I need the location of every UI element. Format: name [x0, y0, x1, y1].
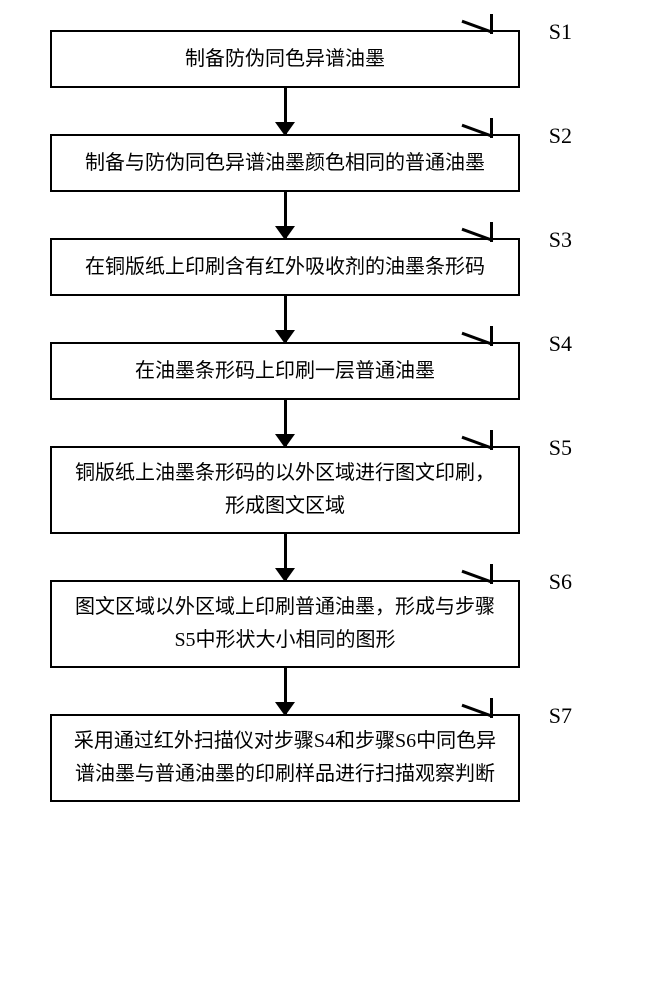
flow-tick	[490, 222, 530, 252]
flow-label-s7: S7	[549, 698, 572, 734]
flow-label-s5: S5	[549, 430, 572, 466]
flow-arrow	[284, 192, 287, 238]
flow-node-s4: 在油墨条形码上印刷一层普通油墨S4	[50, 342, 520, 400]
flow-node-s1: 制备防伪同色异谱油墨S1	[50, 30, 520, 88]
flow-node-text: 制备与防伪同色异谱油墨颜色相同的普通油墨	[85, 147, 485, 180]
flow-node-text: 在铜版纸上印刷含有红外吸收剂的油墨条形码	[85, 251, 485, 284]
flow-node-text: 铜版纸上油墨条形码的以外区域进行图文印刷，形成图文区域	[70, 457, 500, 523]
flow-node-s2: 制备与防伪同色异谱油墨颜色相同的普通油墨S2	[50, 134, 520, 192]
flow-node-s5: 铜版纸上油墨条形码的以外区域进行图文印刷，形成图文区域S5	[50, 446, 520, 534]
flow-node-text: 图文区域以外区域上印刷普通油墨，形成与步骤S5中形状大小相同的图形	[70, 591, 500, 657]
flow-node-s3: 在铜版纸上印刷含有红外吸收剂的油墨条形码S3	[50, 238, 520, 296]
flow-node-text: 在油墨条形码上印刷一层普通油墨	[135, 355, 435, 388]
flow-arrow	[284, 296, 287, 342]
flow-node-text: 制备防伪同色异谱油墨	[185, 43, 385, 76]
flow-node-s6: 图文区域以外区域上印刷普通油墨，形成与步骤S5中形状大小相同的图形S6	[50, 580, 520, 668]
flow-arrow	[284, 400, 287, 446]
flow-tick	[490, 14, 530, 44]
flow-label-s6: S6	[549, 564, 572, 600]
flow-node-text: 采用通过红外扫描仪对步骤S4和步骤S6中同色异谱油墨与普通油墨的印刷样品进行扫描…	[70, 725, 500, 791]
flow-label-s1: S1	[549, 14, 572, 50]
flow-tick	[490, 430, 530, 460]
flow-label-s3: S3	[549, 222, 572, 258]
flow-arrow	[284, 668, 287, 714]
flow-node-s7: 采用通过红外扫描仪对步骤S4和步骤S6中同色异谱油墨与普通油墨的印刷样品进行扫描…	[50, 714, 520, 802]
flow-arrow	[284, 88, 287, 134]
flow-label-s2: S2	[549, 118, 572, 154]
flow-tick	[490, 698, 530, 728]
flow-tick	[490, 326, 530, 356]
flow-tick	[490, 118, 530, 148]
flow-tick	[490, 564, 530, 594]
flow-label-s4: S4	[549, 326, 572, 362]
flow-arrow	[284, 534, 287, 580]
